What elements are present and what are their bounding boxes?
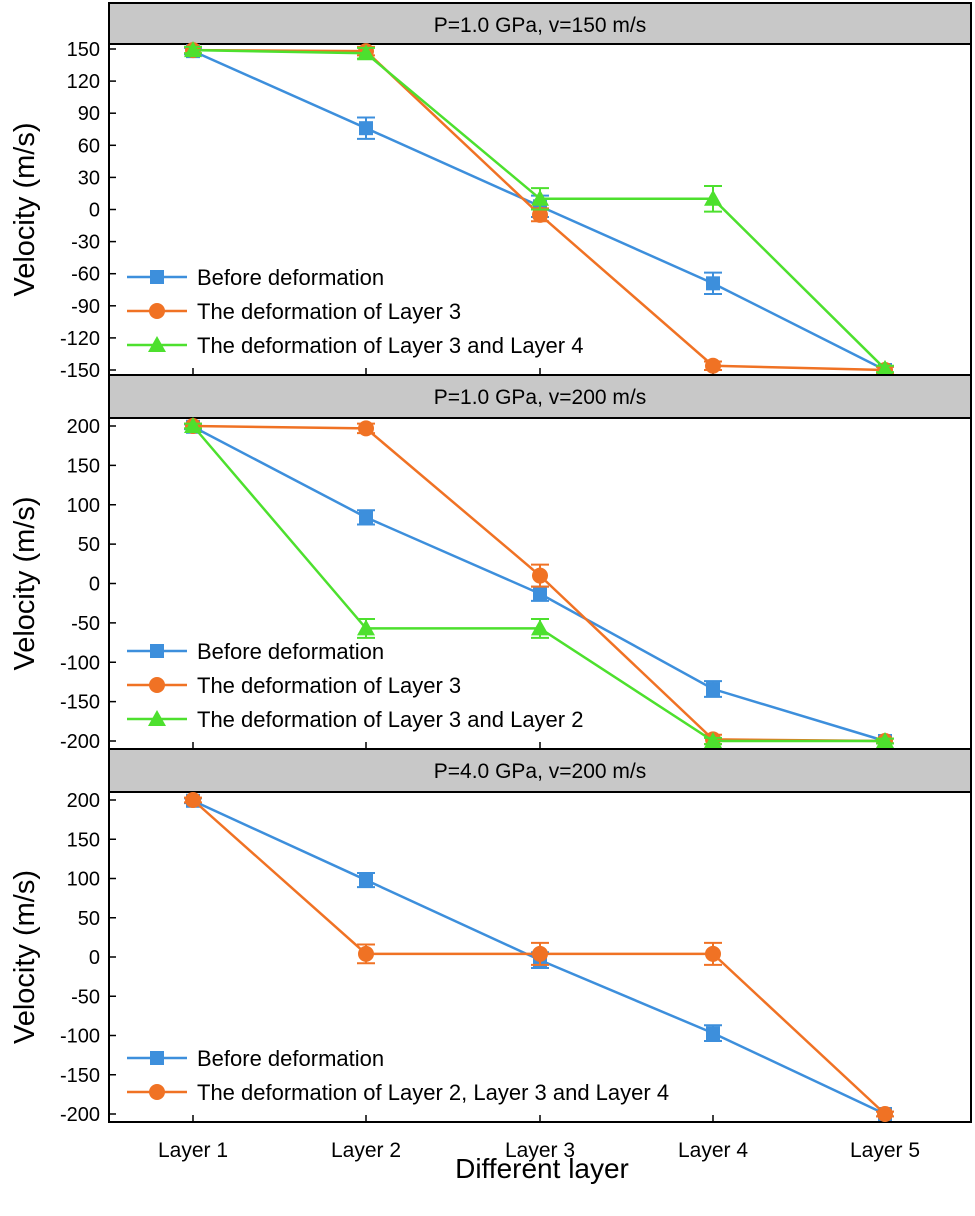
panel-title: P=1.0 GPa, v=150 m/s: [434, 14, 646, 37]
y-axis-label: Velocity (m/s): [9, 496, 41, 670]
y-tick-label: -200: [60, 731, 100, 753]
y-tick-label: 200: [67, 416, 100, 438]
data-point-triangle: [876, 732, 894, 748]
legend: Before deformation The deformation of Lay…: [127, 639, 583, 732]
legend-entry: Before deformation: [197, 1046, 384, 1071]
data-point-triangle: [876, 359, 894, 376]
x-tick-label: Layer 2: [331, 1139, 401, 1162]
data-point-triangle: [531, 189, 549, 206]
legend-marker-square: [150, 270, 164, 284]
legend-marker-circle: [149, 677, 165, 693]
y-tick-label: 200: [67, 790, 100, 812]
series-3: [184, 41, 894, 376]
y-tick-label: -100: [60, 1026, 100, 1048]
y-tick-label: -30: [71, 232, 100, 254]
y-tick-label: -50: [71, 613, 100, 635]
y-tick-label: 0: [89, 947, 100, 969]
y-tick-label: 150: [67, 455, 100, 477]
data-point-triangle: [531, 619, 549, 636]
legend-entry: The deformation of Layer 3: [197, 673, 461, 698]
legend-marker-circle: [149, 303, 165, 319]
y-tick-label: 120: [67, 71, 100, 93]
series-2: [184, 792, 894, 1122]
y-tick-label: 0: [89, 200, 100, 222]
data-point-circle: [358, 945, 374, 962]
legend-entry: The deformation of Layer 2, Layer 3 and …: [197, 1080, 669, 1105]
panel-header: [108, 374, 972, 419]
data-point-triangle: [184, 41, 202, 58]
data-point-circle: [532, 206, 548, 223]
data-point-circle: [877, 1106, 893, 1122]
legend: Before deformation The deformation of Lay…: [127, 1046, 669, 1105]
series-2: [184, 418, 894, 749]
data-point-circle: [532, 567, 548, 584]
legend-entry: Before deformation: [197, 639, 384, 664]
y-tick-label: 150: [67, 39, 100, 61]
x-tick-label: Layer 4: [678, 1139, 748, 1162]
panel-title: P=4.0 GPa, v=200 m/s: [434, 760, 646, 783]
data-point-circle: [705, 945, 721, 962]
legend-entry: The deformation of Layer 3: [197, 299, 461, 324]
legend-entry: The deformation of Layer 3 and Layer 4: [197, 333, 583, 358]
data-point-triangle: [184, 417, 202, 433]
data-point-circle: [358, 420, 374, 437]
y-tick-label: -100: [60, 652, 100, 674]
panel-2: P=1.0 GPa, v=200 m/s 200 150 100 50 0 -50 -100 -…: [9, 374, 972, 753]
y-tick-label: -50: [71, 986, 100, 1008]
data-point-triangle: [357, 619, 375, 636]
legend-entry: Before deformation: [197, 265, 384, 290]
data-point-square: [359, 121, 373, 136]
y-tick-label: 50: [78, 534, 100, 556]
legend-marker-triangle: [148, 710, 166, 726]
data-point-square: [706, 1026, 720, 1041]
panel-header: [108, 2, 972, 45]
y-tick-label: -120: [60, 328, 100, 350]
y-tick-label: 60: [78, 135, 100, 157]
data-point-triangle: [704, 732, 722, 748]
y-tick-label: 90: [78, 103, 100, 125]
data-point-circle: [705, 357, 721, 374]
y-tick-label: -200: [60, 1104, 100, 1126]
data-point-circle: [532, 945, 548, 962]
panel-header: [108, 748, 972, 793]
y-tick-label: 50: [78, 908, 100, 930]
x-tick-label: Layer 5: [850, 1139, 920, 1162]
legend-marker-square: [150, 1051, 164, 1065]
y-tick-label: 100: [67, 869, 100, 891]
data-point-square: [533, 586, 547, 601]
panel-1: P=1.0 GPa, v=150 m/s 150 120 90 60 30 0 -30 -60 -…: [9, 2, 972, 382]
y-tick-label: 30: [78, 167, 100, 189]
legend-entry: The deformation of Layer 3 and Layer 2: [197, 707, 583, 732]
x-axis-title: Different layer: [455, 1153, 629, 1184]
legend-marker-circle: [149, 1084, 165, 1100]
data-point-square: [359, 510, 373, 525]
y-tick-label: 150: [67, 829, 100, 851]
panel-3: P=4.0 GPa, v=200 m/s 200 150 100 50 0 -50 -100 -…: [9, 748, 972, 1162]
data-point-triangle: [704, 189, 722, 206]
data-point-square: [706, 682, 720, 697]
data-point-square: [359, 873, 373, 888]
legend-marker-triangle: [148, 336, 166, 352]
data-point-square: [706, 276, 720, 291]
y-tick-label: -150: [60, 1065, 100, 1087]
y-axis-label: Velocity (m/s): [9, 122, 41, 296]
x-tick-label: Layer 3: [505, 1139, 575, 1162]
y-tick-label: -150: [60, 360, 100, 382]
y-tick-label: -150: [60, 692, 100, 714]
y-tick-label: -90: [71, 296, 100, 318]
data-point-circle: [185, 792, 201, 808]
y-axis-label: Velocity (m/s): [9, 870, 41, 1044]
y-tick-label: 100: [67, 495, 100, 517]
data-point-triangle: [357, 44, 375, 61]
series-3: [184, 417, 894, 748]
legend: Before deformation The deformation of Lay…: [127, 265, 583, 358]
legend-marker-square: [150, 644, 164, 658]
y-tick-label: -60: [71, 264, 100, 286]
panel-title: P=1.0 GPa, v=200 m/s: [434, 386, 646, 409]
x-tick-label: Layer 1: [158, 1139, 228, 1162]
y-tick-label: 0: [89, 574, 100, 596]
